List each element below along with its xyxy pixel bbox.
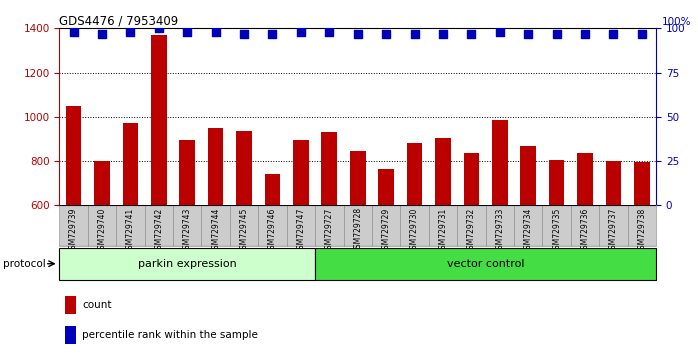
Point <box>295 29 306 35</box>
Bar <box>173 205 202 246</box>
Text: GSM729735: GSM729735 <box>552 207 561 254</box>
Bar <box>514 205 542 246</box>
Point <box>239 31 250 36</box>
Bar <box>407 143 422 205</box>
Bar <box>66 107 82 205</box>
Text: GSM729746: GSM729746 <box>268 207 277 254</box>
Text: GSM729739: GSM729739 <box>69 207 78 254</box>
Point <box>352 31 363 36</box>
Text: GSM729738: GSM729738 <box>637 207 646 253</box>
Bar <box>151 35 167 205</box>
Bar <box>202 205 230 246</box>
Text: GSM729733: GSM729733 <box>496 207 505 254</box>
Text: GSM729740: GSM729740 <box>98 207 107 254</box>
Text: GSM729742: GSM729742 <box>154 207 163 253</box>
Bar <box>521 147 536 205</box>
Point <box>68 29 79 35</box>
Text: percentile rank within the sample: percentile rank within the sample <box>82 330 258 341</box>
Point <box>409 31 420 36</box>
Point <box>523 31 534 36</box>
Bar <box>463 153 480 205</box>
Point <box>125 29 136 35</box>
Point <box>380 31 392 36</box>
Bar <box>549 160 565 205</box>
Bar <box>59 205 88 246</box>
Point <box>210 29 221 35</box>
Bar <box>457 205 486 246</box>
Text: count: count <box>82 300 112 310</box>
Point <box>637 31 648 36</box>
Point <box>551 31 562 36</box>
Point <box>608 31 619 36</box>
Text: GSM729741: GSM729741 <box>126 207 135 253</box>
Bar <box>322 132 337 205</box>
Text: GDS4476 / 7953409: GDS4476 / 7953409 <box>59 14 179 27</box>
Bar <box>88 205 116 246</box>
Text: vector control: vector control <box>447 259 524 269</box>
Bar <box>401 205 429 246</box>
Text: GSM729727: GSM729727 <box>325 207 334 253</box>
Point <box>438 31 449 36</box>
Bar <box>293 139 309 205</box>
Text: parkin expression: parkin expression <box>138 259 237 269</box>
Bar <box>265 174 281 205</box>
Text: GSM729736: GSM729736 <box>581 207 590 254</box>
Bar <box>230 205 258 246</box>
Bar <box>350 151 366 205</box>
Bar <box>236 131 252 205</box>
Bar <box>577 153 593 205</box>
Text: GSM729744: GSM729744 <box>211 207 220 254</box>
Text: GSM729743: GSM729743 <box>183 207 192 254</box>
Text: GSM729745: GSM729745 <box>239 207 248 254</box>
Bar <box>315 205 343 246</box>
Bar <box>492 120 507 205</box>
Bar <box>343 205 372 246</box>
Bar <box>94 161 110 205</box>
Text: GSM729730: GSM729730 <box>410 207 419 254</box>
Point <box>494 29 505 35</box>
Point <box>181 29 193 35</box>
Text: GSM729732: GSM729732 <box>467 207 476 253</box>
Bar <box>429 205 457 246</box>
Bar <box>542 205 571 246</box>
Point <box>579 31 591 36</box>
Text: protocol: protocol <box>3 259 46 269</box>
Bar <box>59 248 315 280</box>
Bar <box>606 161 621 205</box>
Point <box>153 25 164 31</box>
Bar <box>179 141 195 205</box>
Bar <box>66 296 76 314</box>
Point <box>324 29 335 35</box>
Bar <box>571 205 600 246</box>
Bar <box>287 205 315 246</box>
Bar <box>208 128 223 205</box>
Bar <box>123 123 138 205</box>
Text: GSM729728: GSM729728 <box>353 207 362 253</box>
Bar <box>66 326 76 344</box>
Text: GSM729737: GSM729737 <box>609 207 618 254</box>
Bar <box>634 162 650 205</box>
Bar <box>315 248 656 280</box>
Point <box>267 31 278 36</box>
Bar <box>144 205 173 246</box>
Text: GSM729747: GSM729747 <box>297 207 306 254</box>
Text: GSM729734: GSM729734 <box>524 207 533 254</box>
Bar <box>378 170 394 205</box>
Text: GSM729731: GSM729731 <box>438 207 447 253</box>
Bar <box>372 205 401 246</box>
Text: 100%: 100% <box>662 17 692 27</box>
Bar <box>628 205 656 246</box>
Bar <box>435 138 451 205</box>
Bar <box>600 205 628 246</box>
Point <box>466 31 477 36</box>
Bar <box>486 205 514 246</box>
Text: GSM729729: GSM729729 <box>382 207 391 253</box>
Point <box>96 31 107 36</box>
Bar <box>258 205 287 246</box>
Bar <box>116 205 144 246</box>
